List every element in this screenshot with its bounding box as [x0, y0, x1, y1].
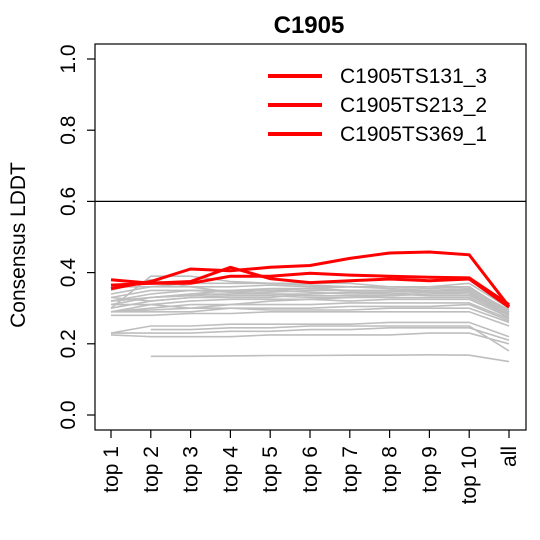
x-tick-label: top 8 [379, 446, 402, 493]
x-tick-label: top 10 [458, 446, 481, 504]
background-series-line [150, 353, 510, 363]
background-series-line [110, 302, 510, 320]
background-series-line [111, 327, 510, 341]
y-tick-label: 0.0 [57, 400, 80, 429]
y-tick-label: 0.8 [57, 116, 80, 145]
legend-label: C1905TS369_1 [340, 123, 487, 146]
legend-label: C1905TS131_3 [340, 65, 487, 88]
background-series-line [110, 286, 510, 313]
background-series-line [111, 303, 510, 322]
x-tick-label: top 9 [418, 446, 441, 493]
x-tick-label: top 4 [219, 446, 242, 493]
chart-title: C1905 [274, 12, 345, 39]
x-tick-label: top 2 [140, 446, 163, 493]
y-tick-label: 0.2 [57, 329, 80, 358]
background-series-line [111, 303, 510, 324]
background-series-line [110, 289, 510, 316]
background-series-line [111, 311, 510, 327]
x-tick-label: top 7 [339, 446, 362, 493]
background-series-line [110, 284, 510, 313]
y-tick-label: 1.0 [57, 44, 80, 73]
background-series-line [110, 321, 510, 338]
x-tick-label: top 6 [299, 446, 322, 493]
background-series-line [150, 325, 510, 352]
plot-area: 0.0 0.2 0.4 0.6 0.8 1.0 top 1 top 2 top 3 top 4 to… [57, 43, 527, 504]
background-series-line [110, 332, 510, 345]
y-axis-label: Consensus LDDT [7, 162, 30, 328]
x-tick-label: all [498, 446, 521, 467]
x-tick-label: top 3 [180, 446, 203, 493]
highlighted-series-line [110, 250, 511, 308]
y-tick-label: 0.4 [57, 258, 80, 288]
background-series-line [110, 291, 510, 320]
y-tick-label: 0.6 [57, 187, 80, 216]
x-tick-label: top 1 [100, 446, 123, 493]
x-tick-label: top 5 [259, 446, 282, 493]
highlighted-series-line [110, 265, 510, 309]
legend-label: C1905TS213_2 [340, 94, 487, 117]
background-series-line [110, 289, 510, 313]
